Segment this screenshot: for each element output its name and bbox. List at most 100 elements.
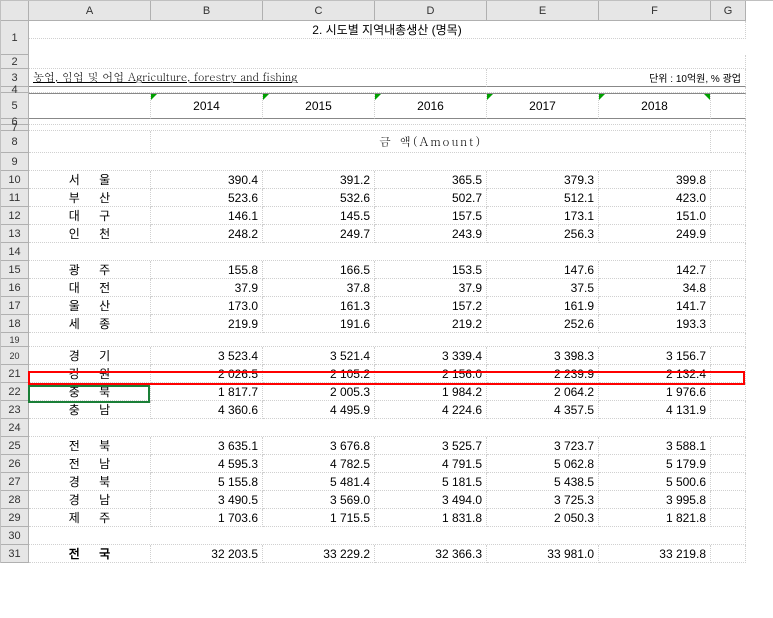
page-title: 2. 시도별 지역내총생산 (명목) xyxy=(312,21,461,38)
total-cell: 32 366.3 xyxy=(375,545,487,563)
row-header-28[interactable]: 28 xyxy=(1,491,29,509)
data-cell: 37.5 xyxy=(487,279,599,297)
region-label: 전 남 xyxy=(29,455,151,473)
region-label: 서 울 xyxy=(29,171,151,189)
data-cell: 3 523.4 xyxy=(151,347,263,365)
empty-cell xyxy=(711,261,746,279)
region-label: 대 전 xyxy=(29,279,151,297)
empty-cell xyxy=(711,491,746,509)
select-all-corner[interactable] xyxy=(1,1,29,21)
subtitle-cell: 농업, 임업 및 어업 Agriculture, forestry and fi… xyxy=(29,69,487,87)
empty-cell xyxy=(29,333,746,347)
col-header-B[interactable]: B xyxy=(151,1,263,21)
row-header-10[interactable]: 10 xyxy=(1,171,29,189)
row-header-22[interactable]: 22 xyxy=(1,383,29,401)
data-cell: 423.0 xyxy=(599,189,711,207)
region-label: 강 원 xyxy=(29,365,151,383)
row-header-14[interactable]: 14 xyxy=(1,243,29,261)
col-header-A[interactable]: A xyxy=(29,1,151,21)
data-cell: 2 064.2 xyxy=(487,383,599,401)
row-header-29[interactable]: 29 xyxy=(1,509,29,527)
amount-header: 금 액(Amount) xyxy=(151,131,711,153)
row-header-20[interactable]: 20 xyxy=(1,347,29,365)
row-header-19[interactable]: 19 xyxy=(1,333,29,347)
data-cell: 219.9 xyxy=(151,315,263,333)
region-label: 경 기 xyxy=(29,347,151,365)
empty-cell xyxy=(711,297,746,315)
data-cell: 4 595.3 xyxy=(151,455,263,473)
data-cell: 4 782.5 xyxy=(263,455,375,473)
row-header-26[interactable]: 26 xyxy=(1,455,29,473)
row-header-12[interactable]: 12 xyxy=(1,207,29,225)
row-header-16[interactable]: 16 xyxy=(1,279,29,297)
unit-cell: 단위 : 10억원, % 광업 xyxy=(487,69,746,87)
spreadsheet-grid[interactable]: A B C D E F G 1 2. 시도별 지역내총생산 (명목) 2 3 농… xyxy=(0,0,773,563)
total-cell: 33 981.0 xyxy=(487,545,599,563)
row-header-27[interactable]: 27 xyxy=(1,473,29,491)
data-cell: 3 521.4 xyxy=(263,347,375,365)
empty-cell xyxy=(711,225,746,243)
row-header-31[interactable]: 31 xyxy=(1,545,29,563)
data-cell: 532.6 xyxy=(263,189,375,207)
data-cell: 3 725.3 xyxy=(487,491,599,509)
data-cell: 502.7 xyxy=(375,189,487,207)
row-header-25[interactable]: 25 xyxy=(1,437,29,455)
region-label: 경 북 xyxy=(29,473,151,491)
row-header-13[interactable]: 13 xyxy=(1,225,29,243)
region-label: 인 천 xyxy=(29,225,151,243)
row-header-30[interactable]: 30 xyxy=(1,527,29,545)
row-header-11[interactable]: 11 xyxy=(1,189,29,207)
data-cell: 379.3 xyxy=(487,171,599,189)
col-header-D[interactable]: D xyxy=(375,1,487,21)
row-header-8[interactable]: 8 xyxy=(1,131,29,153)
empty-cell xyxy=(711,437,746,455)
data-cell: 1 976.6 xyxy=(599,383,711,401)
data-cell: 256.3 xyxy=(487,225,599,243)
data-cell: 1 821.8 xyxy=(599,509,711,527)
data-cell: 243.9 xyxy=(375,225,487,243)
empty-cell xyxy=(711,455,746,473)
data-cell: 1 817.7 xyxy=(151,383,263,401)
region-label: 광 주 xyxy=(29,261,151,279)
data-cell: 3 339.4 xyxy=(375,347,487,365)
data-cell: 2 026.5 xyxy=(151,365,263,383)
data-cell: 147.6 xyxy=(487,261,599,279)
data-cell: 153.5 xyxy=(375,261,487,279)
region-label: 부 산 xyxy=(29,189,151,207)
data-cell: 2 239.9 xyxy=(487,365,599,383)
region-label: 전 북 xyxy=(29,437,151,455)
data-cell: 5 155.8 xyxy=(151,473,263,491)
row-header-18[interactable]: 18 xyxy=(1,315,29,333)
data-cell: 37.8 xyxy=(263,279,375,297)
row-header-17[interactable]: 17 xyxy=(1,297,29,315)
col-header-C[interactable]: C xyxy=(263,1,375,21)
total-cell: 32 203.5 xyxy=(151,545,263,563)
row-header-1[interactable]: 1 xyxy=(1,21,29,55)
data-cell: 3 156.7 xyxy=(599,347,711,365)
data-cell: 166.5 xyxy=(263,261,375,279)
row-header-2[interactable]: 2 xyxy=(1,55,29,69)
empty-cell xyxy=(711,473,746,491)
row-header-24[interactable]: 24 xyxy=(1,419,29,437)
row-header-21[interactable]: 21 xyxy=(1,365,29,383)
row-header-9[interactable]: 9 xyxy=(1,153,29,171)
data-cell: 37.9 xyxy=(151,279,263,297)
region-label: 충 북 xyxy=(29,383,151,401)
col-header-G[interactable]: G xyxy=(711,1,746,21)
data-cell: 1 703.6 xyxy=(151,509,263,527)
data-cell: 2 132.4 xyxy=(599,365,711,383)
title-cell: 2. 시도별 지역내총생산 (명목) xyxy=(29,21,746,39)
row-header-23[interactable]: 23 xyxy=(1,401,29,419)
empty-cell xyxy=(711,347,746,365)
empty-cell xyxy=(711,545,746,563)
data-cell: 252.6 xyxy=(487,315,599,333)
col-header-E[interactable]: E xyxy=(487,1,599,21)
empty-cell xyxy=(29,419,746,437)
col-header-F[interactable]: F xyxy=(599,1,711,21)
data-cell: 4 495.9 xyxy=(263,401,375,419)
data-cell: 146.1 xyxy=(151,207,263,225)
data-cell: 2 156.0 xyxy=(375,365,487,383)
row-header-15[interactable]: 15 xyxy=(1,261,29,279)
data-cell: 193.3 xyxy=(599,315,711,333)
data-cell: 3 569.0 xyxy=(263,491,375,509)
